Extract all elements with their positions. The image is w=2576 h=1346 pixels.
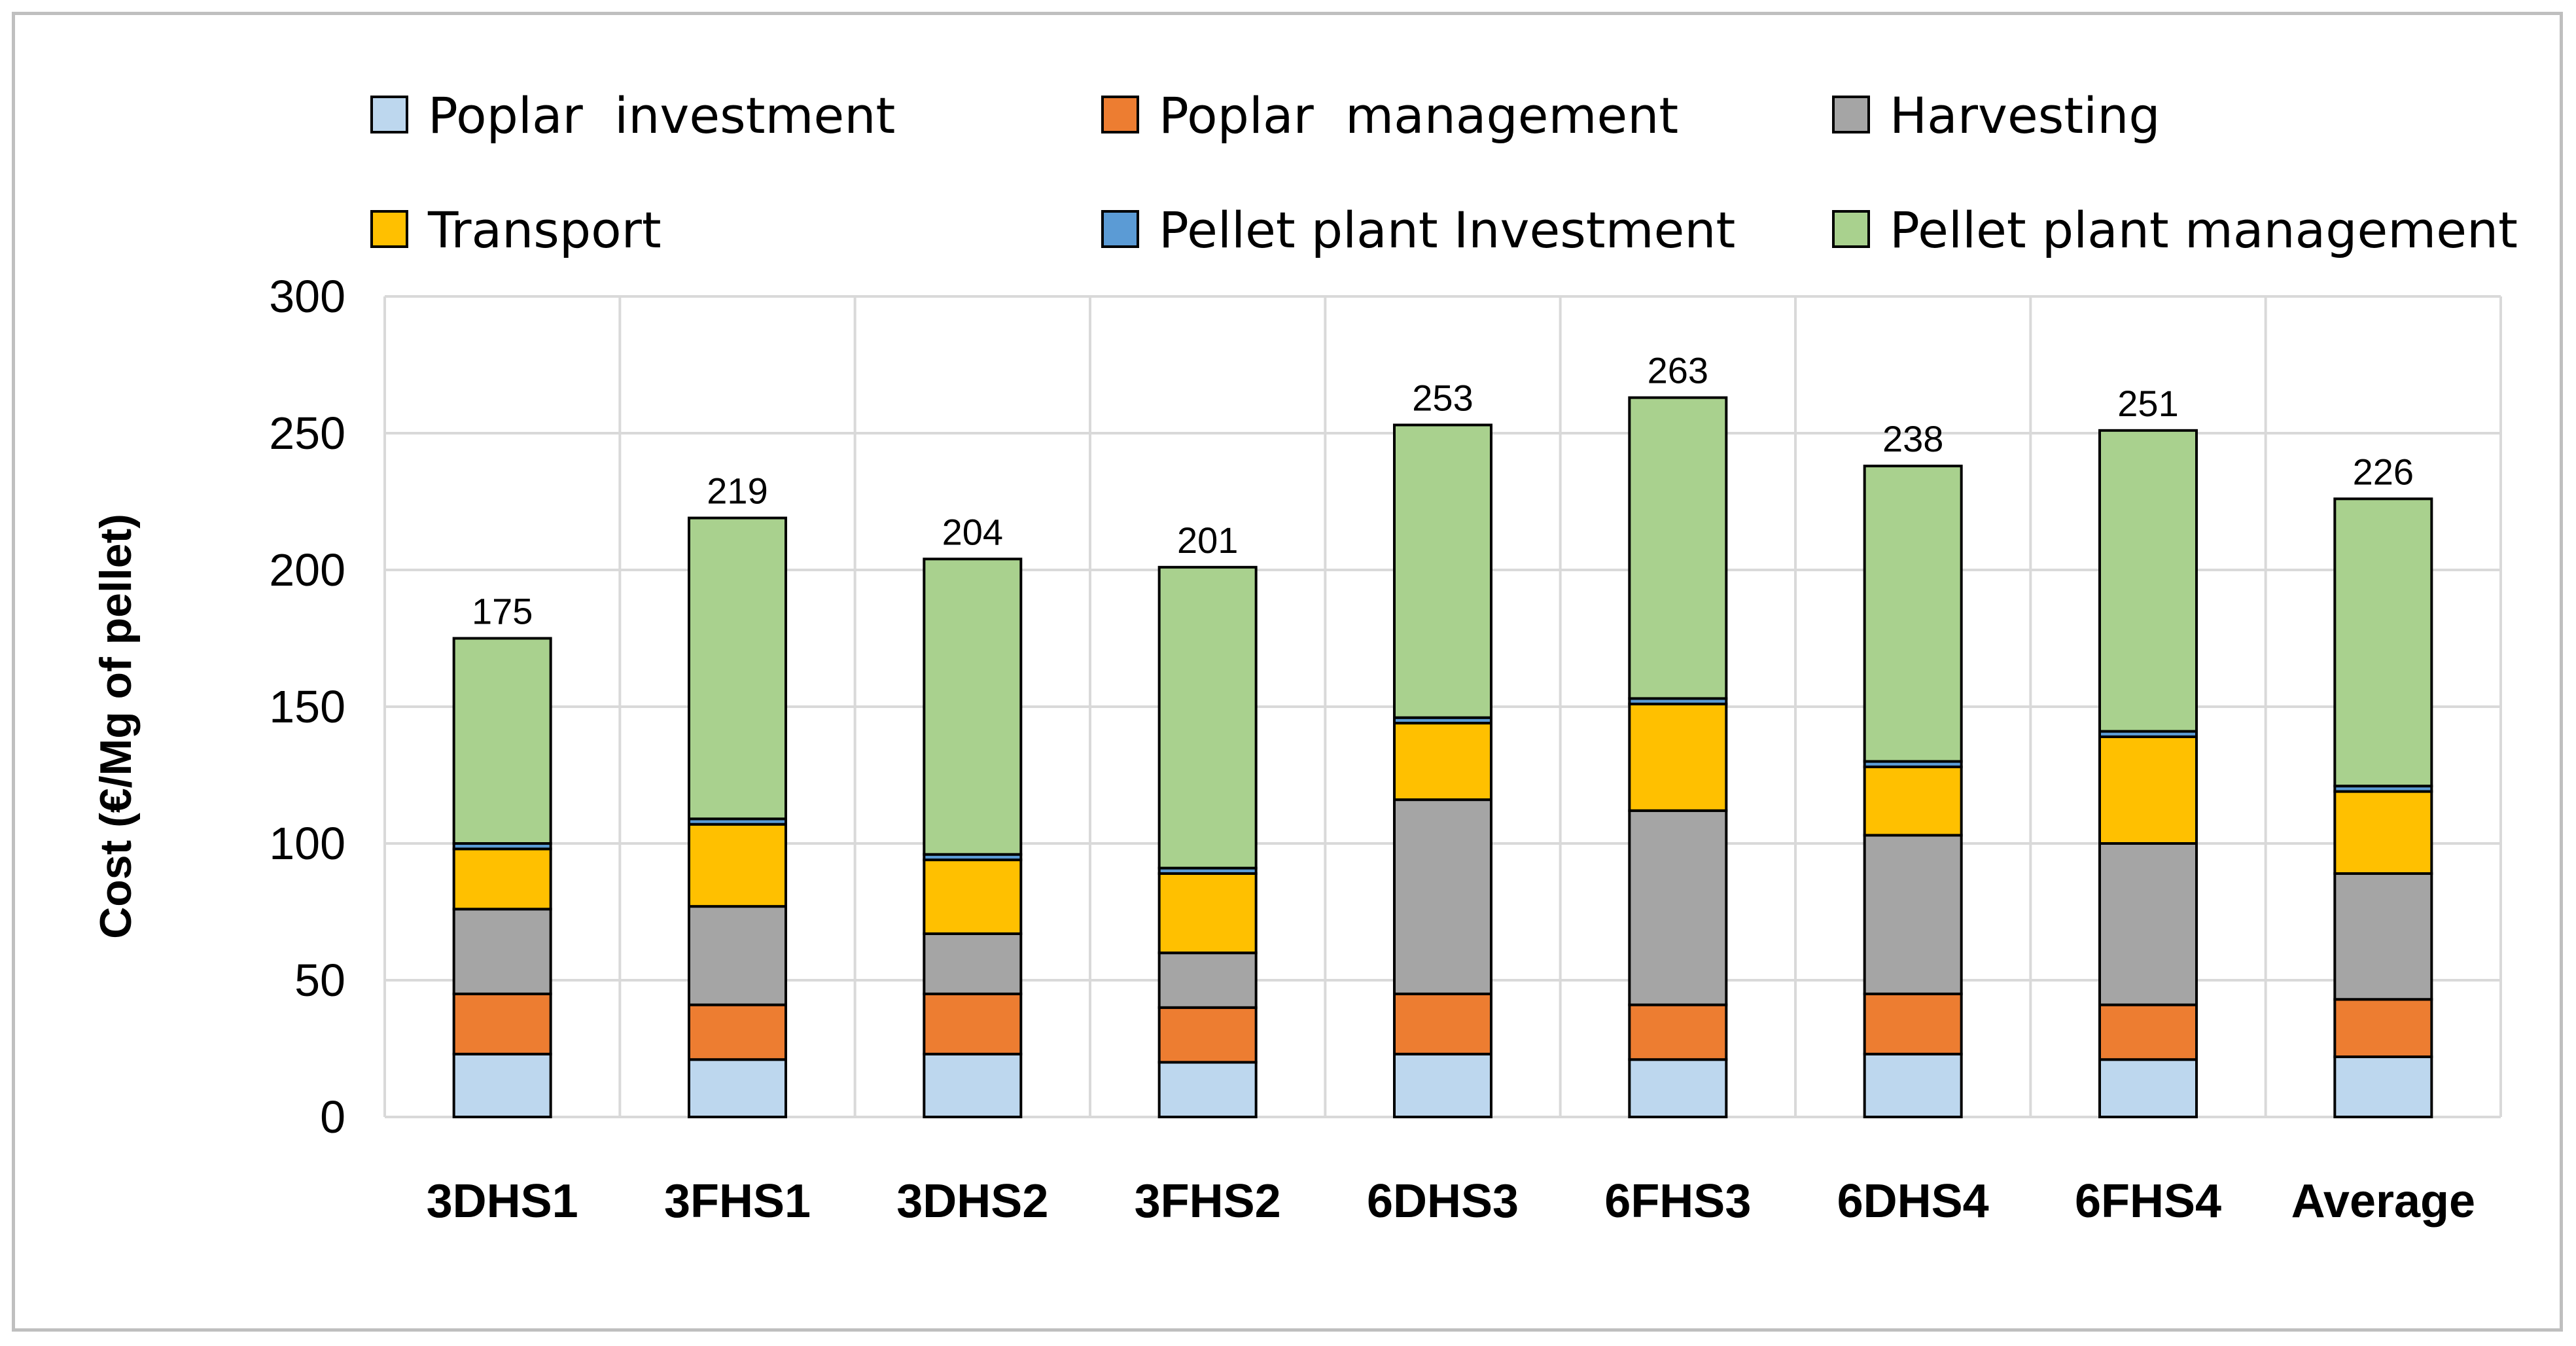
total-label: 204 xyxy=(942,511,1003,552)
bar-segment xyxy=(1157,1006,1258,1064)
legend-label: Transport xyxy=(427,201,662,259)
bar-segment xyxy=(452,1052,552,1118)
legend-label: Poplar management xyxy=(1159,86,1678,145)
y-tick-label: 50 xyxy=(294,955,345,1006)
bar-segment xyxy=(1863,1052,1963,1118)
bar-segment xyxy=(1157,872,1258,955)
total-label: 219 xyxy=(707,470,768,512)
category-label: 6FHS4 xyxy=(2075,1175,2221,1228)
total-label: 263 xyxy=(1648,350,1708,391)
bar-segment xyxy=(2333,497,2433,788)
legend-swatch xyxy=(370,210,408,248)
legend-label: Poplar investment xyxy=(428,86,895,145)
y-tick-label: 300 xyxy=(269,271,345,322)
total-labels: 175 219 204 201 253 263 238 251 226 xyxy=(472,350,2414,632)
bar-segment xyxy=(452,908,552,995)
bar-segment xyxy=(1157,1061,1258,1119)
y-tick-label: 0 xyxy=(320,1091,345,1142)
bar-segment xyxy=(1863,834,1963,995)
bar-segment xyxy=(1863,465,1963,763)
category-label: 3DHS1 xyxy=(427,1175,578,1228)
legend-swatch xyxy=(370,96,408,133)
total-label: 226 xyxy=(2353,451,2414,492)
bar-segment xyxy=(1393,722,1492,802)
bar-segment xyxy=(2333,872,2433,1001)
bar-segment xyxy=(2333,998,2433,1059)
y-axis: 0 50 100 150 200 250 300 xyxy=(269,271,345,1142)
bar-segment xyxy=(688,1058,787,1118)
total-label: 175 xyxy=(472,591,533,632)
bar-segment xyxy=(923,992,1023,1055)
category-label: 3FHS2 xyxy=(1135,1175,1281,1228)
bar-segment xyxy=(2098,1058,2198,1118)
bar-segment xyxy=(2098,429,2198,733)
category-label: 6FHS3 xyxy=(1604,1175,1751,1228)
category-label: 6DHS4 xyxy=(1837,1175,1989,1228)
bar-segment xyxy=(688,905,787,1006)
bar-segment xyxy=(688,516,787,821)
category-label: 3DHS2 xyxy=(896,1175,1048,1228)
bar-segment xyxy=(452,637,552,845)
y-tick-label: 250 xyxy=(269,408,345,459)
bar-segment xyxy=(2098,1003,2198,1061)
bar-segment xyxy=(923,558,1023,856)
legend-swatch xyxy=(1832,210,1870,248)
bar-segment xyxy=(1393,798,1492,995)
legend-swatch xyxy=(1101,210,1139,248)
bar-segment xyxy=(2098,735,2198,845)
bar-segment xyxy=(2333,1055,2433,1119)
y-tick-label: 150 xyxy=(269,681,345,732)
bar-segment xyxy=(688,1003,787,1061)
bar-segment xyxy=(1863,992,1963,1055)
bar-segment xyxy=(1628,809,1728,1006)
legend-label: Pellet plant Investment xyxy=(1159,201,1735,259)
total-label: 201 xyxy=(1177,520,1238,561)
legend-label: Pellet plant management xyxy=(1890,201,2518,259)
category-label: Average xyxy=(2291,1175,2476,1228)
total-label: 238 xyxy=(1882,418,1943,459)
y-tick-label: 100 xyxy=(269,818,345,869)
legend-swatch xyxy=(1832,96,1870,133)
bar-segment xyxy=(923,1052,1023,1118)
bar-segment xyxy=(452,992,552,1055)
bar-segment xyxy=(1628,396,1728,700)
bar-segment xyxy=(1393,992,1492,1055)
bar-segment xyxy=(2098,842,2198,1006)
bar-segment xyxy=(1157,951,1258,1009)
bar-segment xyxy=(1628,1058,1728,1118)
total-label: 251 xyxy=(2117,383,2178,424)
legend: Poplar investment Poplar management Harves… xyxy=(370,86,2518,259)
x-axis: 3DHS1 3FHS1 3DHS2 3FHS2 6DHS3 6FHS3 6DHS4 6FHS4… xyxy=(427,1175,2475,1228)
bar-segment xyxy=(688,823,787,908)
legend-swatch xyxy=(1101,96,1139,133)
bar-segment xyxy=(1628,702,1728,812)
category-label: 3FHS1 xyxy=(664,1175,811,1228)
y-axis-title: Cost (€/Mg of pellet) xyxy=(91,514,141,939)
category-label: 6DHS3 xyxy=(1367,1175,1519,1228)
bar-segment xyxy=(1863,765,1963,837)
y-tick-label: 200 xyxy=(269,544,345,595)
total-label: 253 xyxy=(1412,377,1473,418)
bar-segment xyxy=(452,847,552,911)
bars xyxy=(452,396,2433,1119)
bar-segment xyxy=(923,859,1023,935)
bar-segment xyxy=(923,932,1023,995)
bar-segment xyxy=(1393,1052,1492,1118)
bar-segment xyxy=(1393,423,1492,719)
legend-label: Harvesting xyxy=(1890,86,2161,145)
bar-segment xyxy=(2333,790,2433,875)
bar-segment xyxy=(1157,565,1258,870)
bar-segment xyxy=(1628,1003,1728,1061)
